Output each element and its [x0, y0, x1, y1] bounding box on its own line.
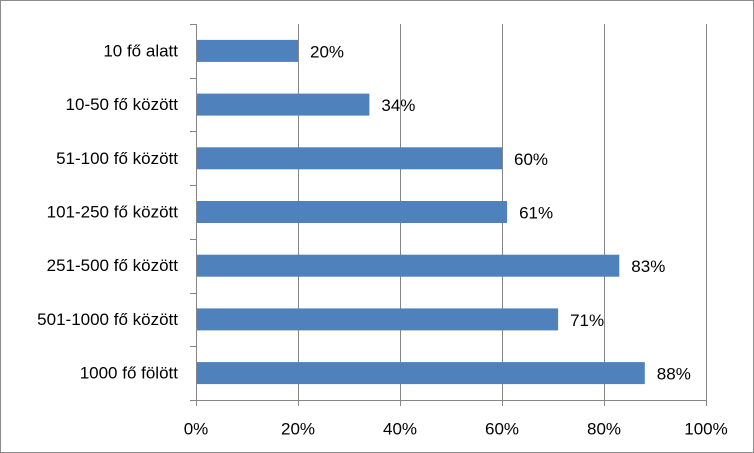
category-label: 1000 fő fölött [80, 364, 179, 383]
x-tick-label: 20% [281, 420, 315, 439]
bar-5 [197, 308, 559, 331]
bar-4 [197, 254, 620, 277]
category-label: 10-50 fő között [66, 95, 179, 114]
bar-6 [197, 362, 645, 385]
x-tick-label: 0% [184, 420, 209, 439]
x-tick-label: 60% [485, 420, 519, 439]
data-label: 61% [519, 204, 553, 223]
data-label: 83% [631, 257, 665, 276]
bar-1 [197, 93, 370, 116]
x-tick-label: 80% [587, 420, 621, 439]
bar-2 [197, 147, 502, 170]
bar-0 [197, 39, 298, 62]
category-label: 10 fő alatt [103, 41, 178, 60]
category-label: 251-500 fő között [47, 256, 179, 275]
data-label: 71% [570, 311, 604, 330]
category-label: 101-250 fő között [47, 203, 179, 222]
category-label: 501-1000 fő között [37, 310, 178, 329]
data-label: 20% [310, 42, 344, 61]
data-label: 60% [514, 150, 548, 169]
category-label: 51-100 fő között [56, 149, 178, 168]
bar-3 [197, 201, 508, 223]
x-tick-label: 100% [684, 420, 727, 439]
data-label: 88% [657, 365, 691, 384]
data-label: 34% [381, 96, 415, 115]
x-tick-label: 40% [383, 420, 417, 439]
